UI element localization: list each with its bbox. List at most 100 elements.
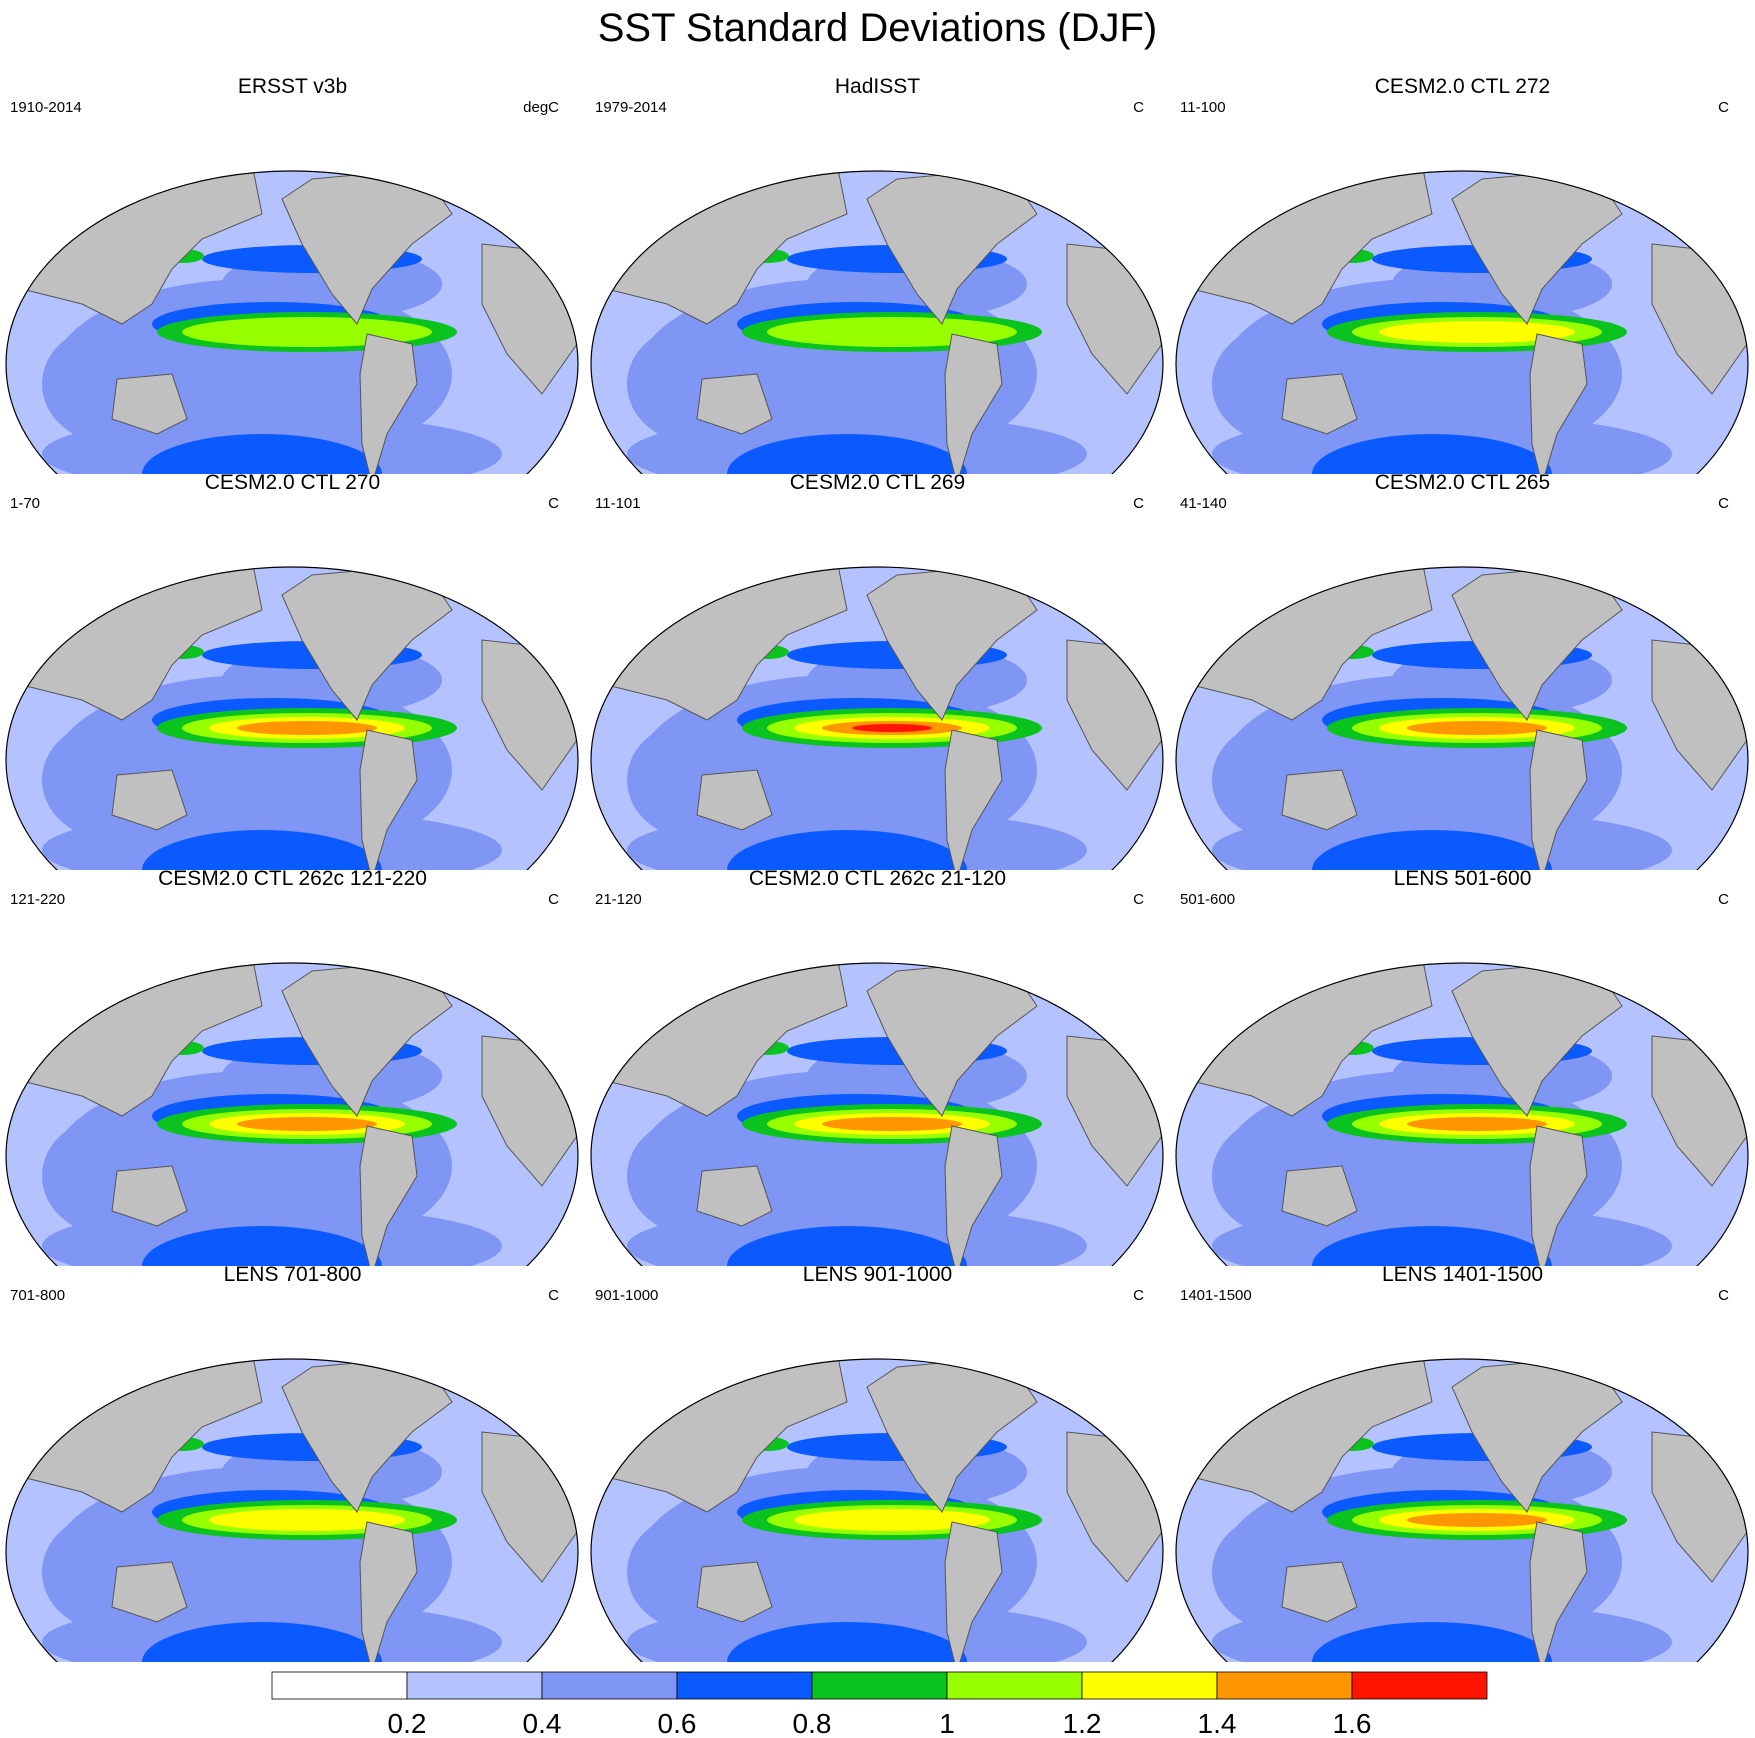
panel-title: CESM2.0 CTL 262c 21-120 (748, 867, 1007, 890)
land-mass (359, 333, 418, 474)
colorbar-label: 1.4 (1198, 1708, 1237, 1738)
panel-units: C (1718, 99, 1729, 116)
panel-units: degC (523, 99, 559, 116)
world-map (1175, 170, 1749, 474)
enso-contour (237, 1117, 377, 1131)
panel-units: C (1133, 495, 1144, 512)
panel-units: C (548, 1287, 559, 1304)
panel-title: CESM2.0 CTL 269 (789, 471, 966, 494)
panel-title: LENS 501-600 (1393, 867, 1532, 890)
panel-period: 11-100 (1180, 99, 1226, 116)
panel-period: 21-120 (595, 891, 642, 908)
panel-title: CESM2.0 CTL 272 (1374, 75, 1551, 98)
panel-units: C (1133, 891, 1144, 908)
panel-title: LENS 1401-1500 (1381, 1263, 1544, 1286)
world-map (1175, 566, 1749, 870)
colorbar-swatch (1081, 1671, 1218, 1700)
enso-contour (822, 1117, 962, 1131)
map-panel: CESM2.0 CTL 262c 121-220 121-220 C (0, 866, 585, 1266)
land-mass (696, 1165, 773, 1227)
land-mass (591, 567, 848, 721)
land-mass (111, 1561, 188, 1623)
panel-units: C (548, 891, 559, 908)
enso-contour (1407, 1513, 1547, 1527)
world-map (5, 1358, 579, 1662)
colorbar-swatch (946, 1671, 1083, 1700)
panel-period: 1401-1500 (1180, 1287, 1252, 1304)
land-mass (944, 333, 1003, 474)
land-mass (359, 729, 418, 870)
colorbar-label: 1 (939, 1708, 955, 1738)
colorbar-label: 0.4 (523, 1708, 562, 1738)
enso-contour (1407, 721, 1547, 735)
panel-title: CESM2.0 CTL 270 (204, 471, 381, 494)
panel-units: C (1718, 891, 1729, 908)
panel-period: 1-70 (10, 495, 41, 512)
map-panel: CESM2.0 CTL 270 1-70 C (0, 470, 585, 870)
land-mass (696, 373, 773, 435)
land-mass (6, 1359, 263, 1513)
panel-units: C (1718, 495, 1729, 512)
world-map (1175, 962, 1749, 1266)
panel-period: 701-800 (10, 1287, 66, 1304)
panel-title: CESM2.0 CTL 262c 121-220 (158, 867, 427, 890)
land-mass (1529, 1521, 1588, 1662)
land-mass (111, 769, 188, 831)
land-mass (944, 1125, 1003, 1266)
map-panel: ERSST v3b 1910-2014 degC (0, 74, 585, 474)
enso-contour (209, 1509, 405, 1531)
panel-period: 1979-2014 (595, 99, 667, 116)
panel-title: ERSST v3b (237, 75, 348, 98)
land-mass (1281, 769, 1358, 831)
panel-units: C (1133, 99, 1144, 116)
panel-title: CESM2.0 CTL 265 (1374, 471, 1551, 494)
colorbar-label: 0.6 (658, 1708, 697, 1738)
map-panel: CESM2.0 CTL 269 11-101 C (585, 470, 1170, 870)
map-panel: LENS 1401-1500 1401-1500 C (1170, 1262, 1755, 1662)
map-panel: CESM2.0 CTL 262c 21-120 21-120 C (585, 866, 1170, 1266)
panel-period: 1910-2014 (10, 99, 82, 116)
land-mass (1281, 373, 1358, 435)
world-map (5, 962, 579, 1266)
enso-contour (852, 724, 932, 732)
world-map (590, 962, 1164, 1266)
colorbar-swatch (271, 1671, 408, 1700)
world-map (590, 170, 1164, 474)
enso-contour (1379, 321, 1575, 343)
colorbar-label: 0.2 (388, 1708, 427, 1738)
land-mass (944, 1521, 1003, 1662)
world-map (5, 170, 579, 474)
enso-contour (794, 1509, 990, 1531)
land-mass (591, 1359, 848, 1513)
world-map (5, 566, 579, 870)
land-mass (1281, 1561, 1358, 1623)
land-mass (359, 1521, 418, 1662)
panel-units: C (1718, 1287, 1729, 1304)
panel-units: C (548, 495, 559, 512)
panel-period: 11-101 (595, 495, 641, 512)
land-mass (1176, 567, 1433, 721)
land-mass (1176, 963, 1433, 1117)
colorbar-swatch (676, 1671, 813, 1700)
panel-period: 121-220 (10, 891, 66, 908)
land-mass (1529, 333, 1588, 474)
land-mass (111, 373, 188, 435)
land-mass (591, 171, 848, 325)
figure-title: SST Standard Deviations (DJF) (597, 6, 1158, 50)
land-mass (1176, 171, 1433, 325)
panel-title: LENS 901-1000 (802, 1263, 953, 1286)
map-panel: LENS 901-1000 901-1000 C (585, 1262, 1170, 1662)
land-mass (1176, 1359, 1433, 1513)
land-mass (591, 963, 848, 1117)
world-map (590, 1358, 1164, 1662)
colorbar-swatch (406, 1671, 543, 1700)
map-panel: LENS 701-800 701-800 C (0, 1262, 585, 1662)
colorbar-label: 1.6 (1333, 1708, 1372, 1738)
land-mass (696, 1561, 773, 1623)
panel-title: HadISST (834, 75, 921, 98)
colorbar-label: 1.2 (1063, 1708, 1102, 1738)
colorbar-swatch (1216, 1671, 1353, 1700)
land-mass (111, 1165, 188, 1227)
land-mass (6, 171, 263, 325)
land-mass (6, 567, 263, 721)
